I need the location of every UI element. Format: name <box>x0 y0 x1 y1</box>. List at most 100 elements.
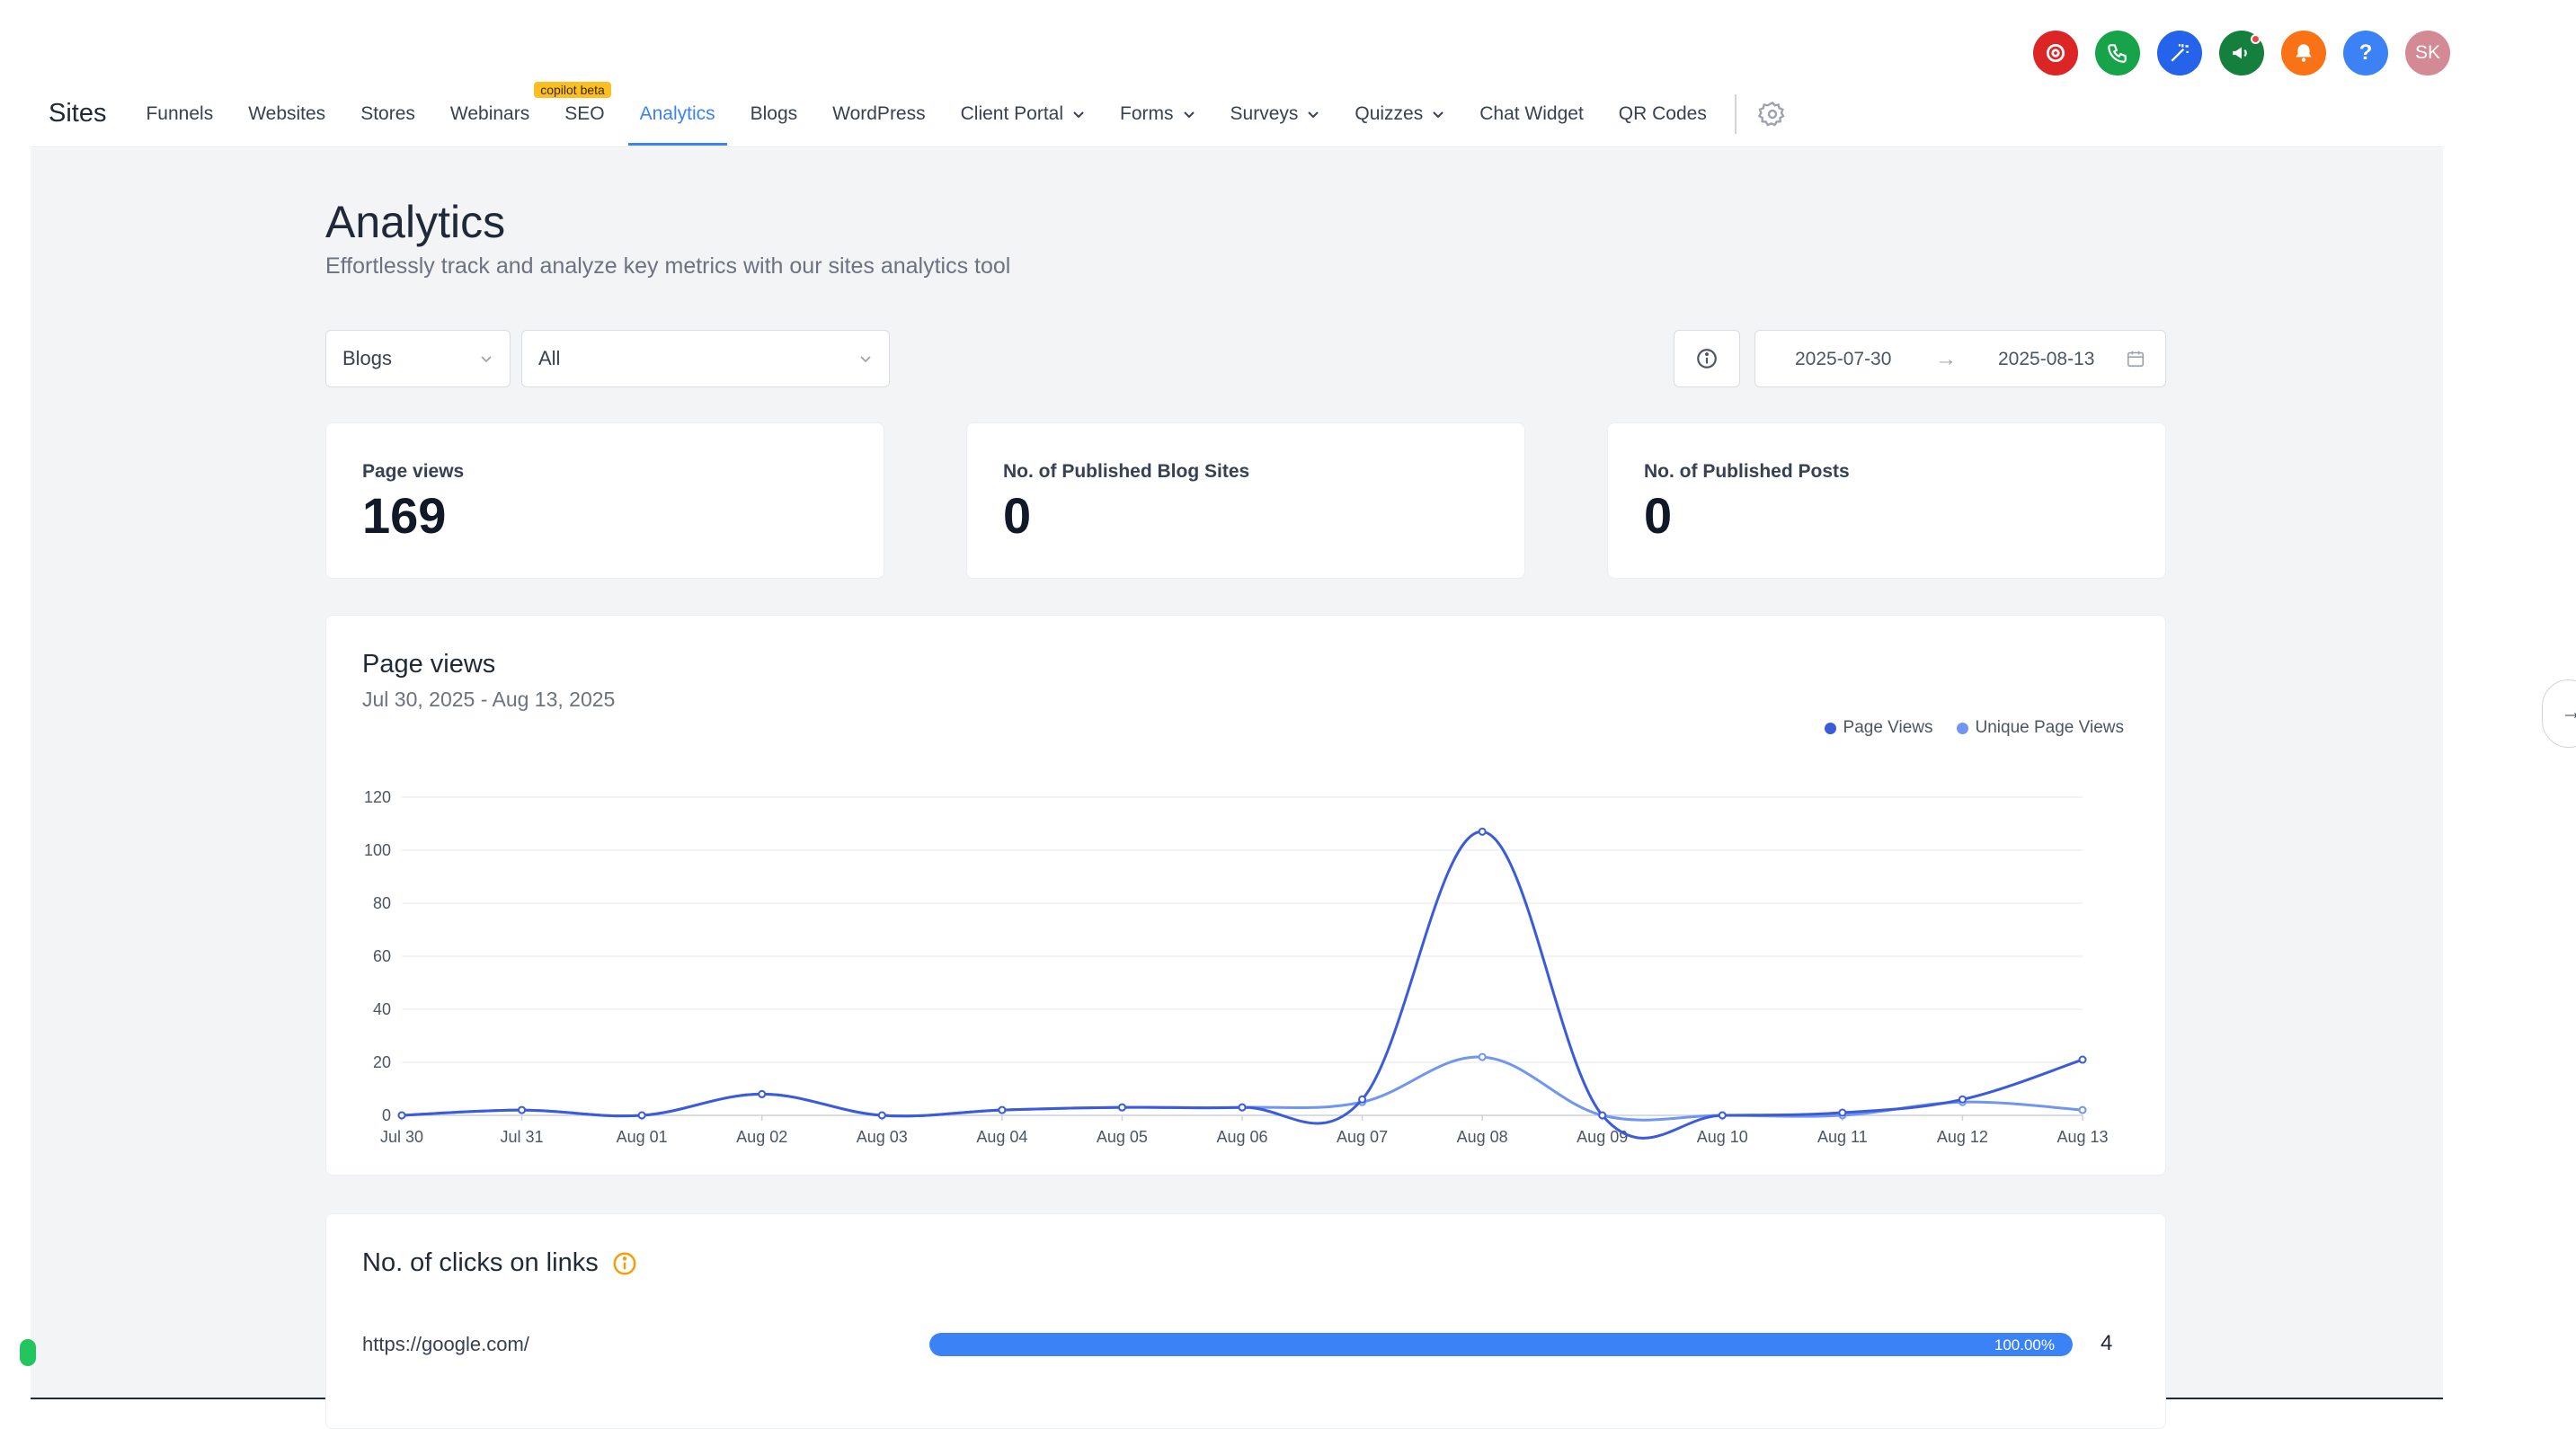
legend-swatch <box>1956 722 1968 734</box>
y-tick-label: 60 <box>373 947 391 965</box>
info-icon <box>1697 349 1717 368</box>
scope-select[interactable]: All <box>521 330 890 387</box>
legend-label: Unique Page Views <box>1975 718 2124 737</box>
calendar-icon <box>2127 351 2145 368</box>
x-tick-label: Aug 08 <box>1457 1128 1508 1146</box>
x-tick-label: Aug 13 <box>2056 1128 2108 1146</box>
x-tick-label: Aug 12 <box>1937 1128 1988 1146</box>
chevron-down-icon <box>481 356 492 363</box>
chart-legend: Page Views Unique Page Views <box>1824 718 2124 738</box>
nav-item-blogs[interactable]: Blogs <box>750 102 798 124</box>
link-url[interactable]: https://google.com/ <box>362 1333 529 1355</box>
arrow-right-icon: → <box>1935 347 1957 371</box>
stat-card-published-blog-sites: No. of Published Blog Sites 0 <box>966 422 1525 579</box>
copilot-beta-badge: copilot beta <box>534 81 611 98</box>
date-start[interactable]: 2025-07-30 <box>1795 349 1892 369</box>
nav-item-forms[interactable]: Forms <box>1120 81 1195 147</box>
settings-gear-icon[interactable] <box>1757 100 1787 129</box>
magic-wand-icon[interactable] <box>2157 31 2202 75</box>
side-panel-toggle[interactable]: → <box>2542 679 2576 748</box>
x-tick-label: Aug 11 <box>1817 1128 1868 1146</box>
stat-value: 0 <box>1003 487 1032 544</box>
legend-item-unique-page-views[interactable]: Unique Page Views <box>1956 718 2124 738</box>
y-tick-label: 100 <box>364 841 391 859</box>
nav-item-seo[interactable]: copilot beta SEO <box>534 81 611 147</box>
sites-brand: Sites <box>49 99 107 128</box>
data-point-page-views <box>637 1111 646 1120</box>
chevron-down-icon <box>860 356 871 363</box>
date-info-button[interactable] <box>1674 330 1740 387</box>
y-tick-label: 20 <box>373 1053 391 1071</box>
nav-item-websites[interactable]: Websites <box>248 102 326 124</box>
nav-item-surveys[interactable]: Surveys <box>1230 81 1320 147</box>
x-tick-label: Aug 09 <box>1577 1128 1628 1146</box>
type-select[interactable]: Blogs <box>325 330 511 387</box>
page-title: Analytics <box>325 197 506 247</box>
x-tick-label: Jul 30 <box>380 1128 423 1146</box>
clicks-title: No. of clicks on links <box>362 1248 638 1278</box>
date-end[interactable]: 2025-08-13 <box>1998 349 2095 369</box>
bell-icon[interactable] <box>2281 31 2326 75</box>
x-tick-label: Aug 05 <box>1097 1128 1148 1146</box>
legend-label: Page Views <box>1843 718 1933 737</box>
x-tick-label: Aug 02 <box>736 1128 787 1146</box>
nav-item-surveys-label: Surveys <box>1230 102 1299 124</box>
stat-value: 169 <box>362 487 447 544</box>
date-range-picker[interactable]: 2025-07-30 → 2025-08-13 <box>1754 330 2166 387</box>
series-line-page-views <box>401 830 2083 1140</box>
nav-item-wordpress[interactable]: WordPress <box>832 102 926 124</box>
nav-item-stores[interactable]: Stores <box>360 102 415 124</box>
link-clicks-card: No. of clicks on links https://google.co… <box>325 1213 2166 1429</box>
chevron-down-icon <box>1183 111 1195 118</box>
x-tick-label: Aug 01 <box>617 1128 668 1146</box>
x-tick-label: Jul 31 <box>501 1128 544 1146</box>
nav-item-quizzes[interactable]: Quizzes <box>1355 81 1444 147</box>
stat-label: No. of Published Blog Sites <box>1003 461 1250 482</box>
data-point-unique-page-views <box>1478 1052 1487 1061</box>
click-share-fill: 100.00% <box>929 1333 2073 1356</box>
question-icon[interactable]: ? <box>2343 31 2388 75</box>
data-point-page-views <box>518 1105 527 1114</box>
page-views-chart-card: Page views Jul 30, 2025 - Aug 13, 2025 P… <box>325 615 2166 1176</box>
nav-item-forms-label: Forms <box>1120 102 1174 124</box>
x-tick-label: Aug 03 <box>857 1128 908 1146</box>
type-select-value: Blogs <box>342 347 393 369</box>
megaphone-icon[interactable] <box>2219 31 2264 75</box>
chevron-down-icon <box>1308 111 1319 118</box>
arrow-right-icon: → <box>2561 700 2576 724</box>
data-point-page-views <box>397 1111 406 1120</box>
stat-card-page-views: Page views 169 <box>325 422 884 579</box>
nav-item-chat-widget[interactable]: Chat Widget <box>1479 102 1584 124</box>
nav-item-client-portal[interactable]: Client Portal <box>961 81 1085 147</box>
user-avatar[interactable]: SK <box>2405 31 2450 75</box>
legend-item-page-views[interactable]: Page Views <box>1824 718 1933 738</box>
nav-item-webinars[interactable]: Webinars <box>449 102 530 124</box>
data-point-page-views <box>1358 1095 1367 1104</box>
x-tick-label: Aug 06 <box>1216 1128 1267 1146</box>
nav-item-quizzes-label: Quizzes <box>1355 102 1424 124</box>
status-indicator <box>20 1339 36 1366</box>
x-tick-label: Aug 04 <box>976 1128 1027 1146</box>
nav-item-analytics[interactable]: Analytics <box>627 81 727 147</box>
x-tick-label: Aug 10 <box>1697 1128 1748 1146</box>
data-point-page-views <box>1718 1111 1727 1120</box>
info-icon[interactable] <box>611 1250 638 1277</box>
click-share-percent: 100.00% <box>1994 1336 2055 1354</box>
data-point-unique-page-views <box>2078 1105 2087 1114</box>
phone-icon[interactable] <box>2095 31 2140 75</box>
chart-title: Page views <box>362 650 496 679</box>
data-point-page-views <box>1478 827 1487 836</box>
chevron-down-icon <box>1073 111 1084 118</box>
x-tick-label: Aug 07 <box>1337 1128 1388 1146</box>
data-point-page-views <box>998 1105 1007 1114</box>
data-point-page-views <box>1117 1103 1126 1112</box>
stat-value: 0 <box>1644 487 1673 544</box>
link-click-row: https://google.com/ 100.00% 4 <box>362 1329 2131 1362</box>
nav-item-funnels[interactable]: Funnels <box>146 102 214 124</box>
notification-dot <box>2251 34 2261 44</box>
chevron-down-icon <box>1433 111 1443 118</box>
nav-item-qr-codes[interactable]: QR Codes <box>1618 102 1707 124</box>
y-tick-label: 120 <box>364 788 391 806</box>
help-circle-icon[interactable] <box>2033 31 2078 75</box>
data-point-page-views <box>1958 1095 1967 1104</box>
